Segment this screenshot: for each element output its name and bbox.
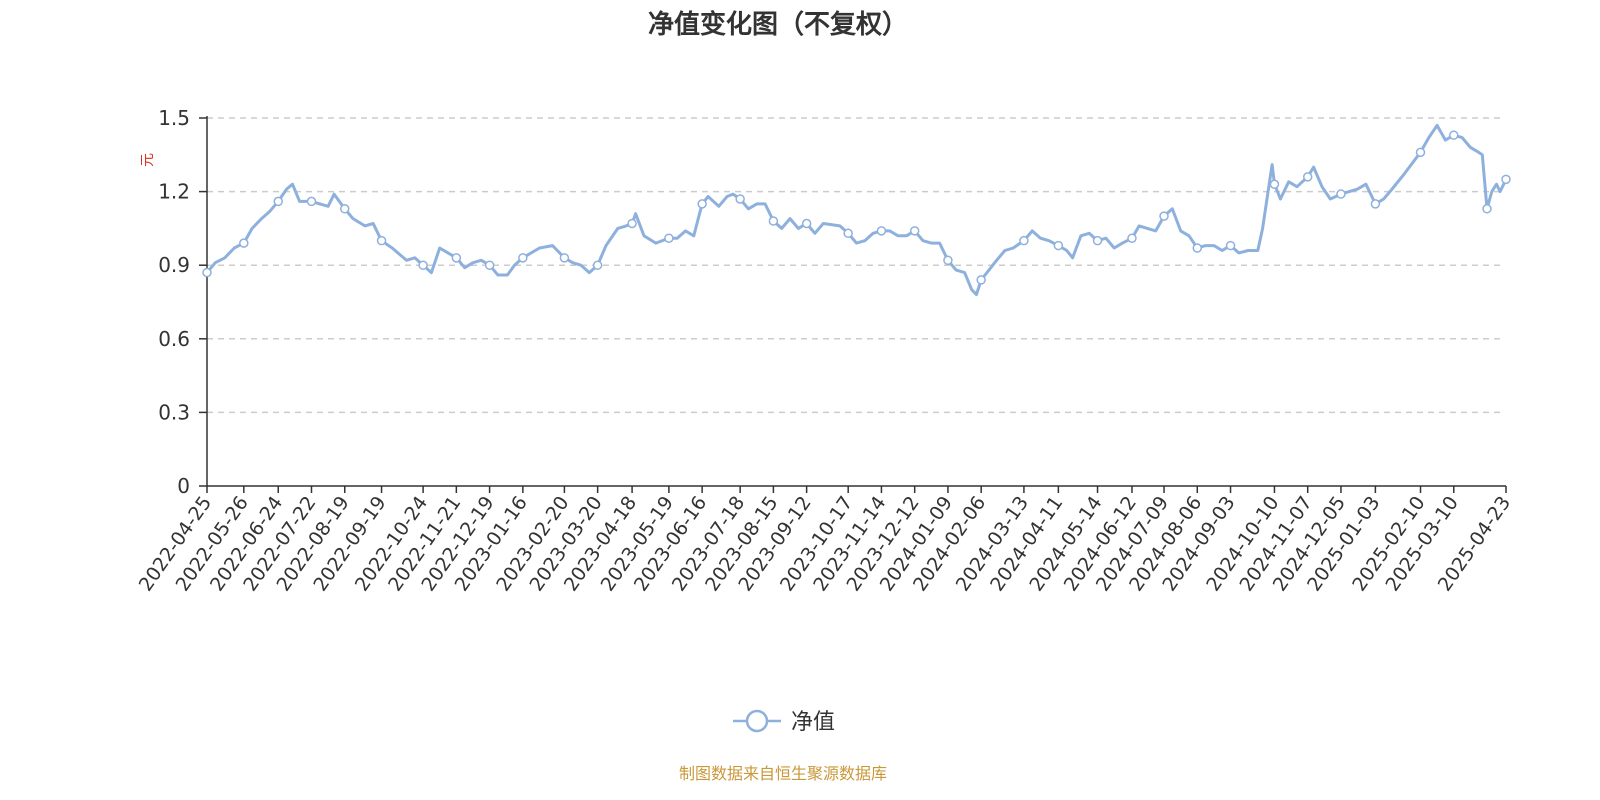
data-point[interactable] — [484, 260, 495, 270]
data-point[interactable] — [735, 194, 745, 204]
data-point[interactable] — [1449, 130, 1459, 140]
x-tick-labels: 2022-04-252022-05-262022-06-242022-07-22… — [135, 492, 1515, 595]
data-point[interactable] — [909, 226, 920, 236]
data-point[interactable] — [1159, 211, 1169, 221]
data-point[interactable] — [1370, 199, 1381, 209]
data-point[interactable] — [664, 233, 674, 243]
data-point[interactable] — [559, 253, 570, 263]
legend-label: 净值 — [791, 710, 835, 735]
data-point[interactable] — [976, 275, 986, 285]
series-line — [205, 123, 1508, 297]
data-point[interactable] — [1336, 189, 1346, 199]
data-point[interactable] — [1019, 235, 1029, 246]
y-tick-label: 1.2 — [158, 180, 190, 204]
data-point[interactable] — [843, 228, 853, 239]
data-point[interactable] — [801, 218, 812, 229]
data-point[interactable] — [1415, 147, 1426, 158]
y-tick-label: 0 — [177, 474, 190, 498]
data-point[interactable] — [1302, 172, 1313, 182]
data-point[interactable] — [1192, 243, 1203, 253]
data-point[interactable] — [1053, 240, 1064, 251]
data-point[interactable] — [518, 253, 528, 263]
data-point[interactable] — [592, 260, 603, 270]
series-layer — [202, 123, 1511, 297]
axes — [199, 116, 1507, 493]
y-tick-label: 0.9 — [158, 253, 190, 277]
data-point[interactable] — [1225, 240, 1236, 251]
data-point[interactable] — [1269, 179, 1280, 189]
legend[interactable]: 净值 — [733, 709, 835, 735]
y-tick-label: 0.6 — [158, 327, 190, 351]
data-point[interactable] — [943, 255, 953, 266]
chart-title: 净值变化图（不复权） — [648, 9, 908, 40]
data-point[interactable] — [1501, 174, 1511, 185]
data-point[interactable] — [627, 218, 637, 229]
data-point[interactable] — [451, 253, 462, 263]
data-point[interactable] — [376, 235, 387, 246]
data-point[interactable] — [697, 199, 707, 209]
data-point[interactable] — [339, 204, 350, 214]
data-point[interactable] — [1092, 235, 1103, 246]
data-point[interactable] — [418, 260, 428, 270]
source-note: 制图数据来自恒生聚源数据库 — [679, 764, 887, 783]
data-point[interactable] — [1482, 204, 1492, 214]
data-point[interactable] — [202, 267, 212, 278]
y-axis-label: 元 — [140, 153, 156, 167]
y-tick-labels: 0 0.3 0.6 0.9 1.2 1.5 — [158, 106, 190, 498]
data-point[interactable] — [306, 196, 317, 207]
data-point[interactable] — [273, 196, 283, 207]
grid-lines — [207, 117, 1500, 414]
data-point[interactable] — [239, 238, 249, 248]
y-tick-label: 0.3 — [158, 400, 190, 424]
legend-marker-icon — [745, 709, 769, 733]
data-point[interactable] — [768, 216, 779, 226]
data-point[interactable] — [876, 226, 887, 236]
data-point[interactable] — [1127, 233, 1137, 243]
y-tick-label: 1.5 — [158, 106, 190, 130]
